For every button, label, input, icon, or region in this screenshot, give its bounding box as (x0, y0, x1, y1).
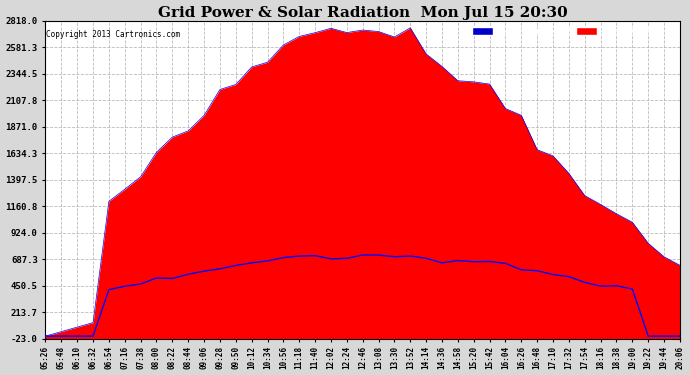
Title: Grid Power & Solar Radiation  Mon Jul 15 20:30: Grid Power & Solar Radiation Mon Jul 15 … (158, 6, 568, 20)
Legend: Radiation (w/m2), Grid (AC Watts): Radiation (w/m2), Grid (AC Watts) (471, 25, 676, 37)
Text: Copyright 2013 Cartronics.com: Copyright 2013 Cartronics.com (46, 30, 180, 39)
